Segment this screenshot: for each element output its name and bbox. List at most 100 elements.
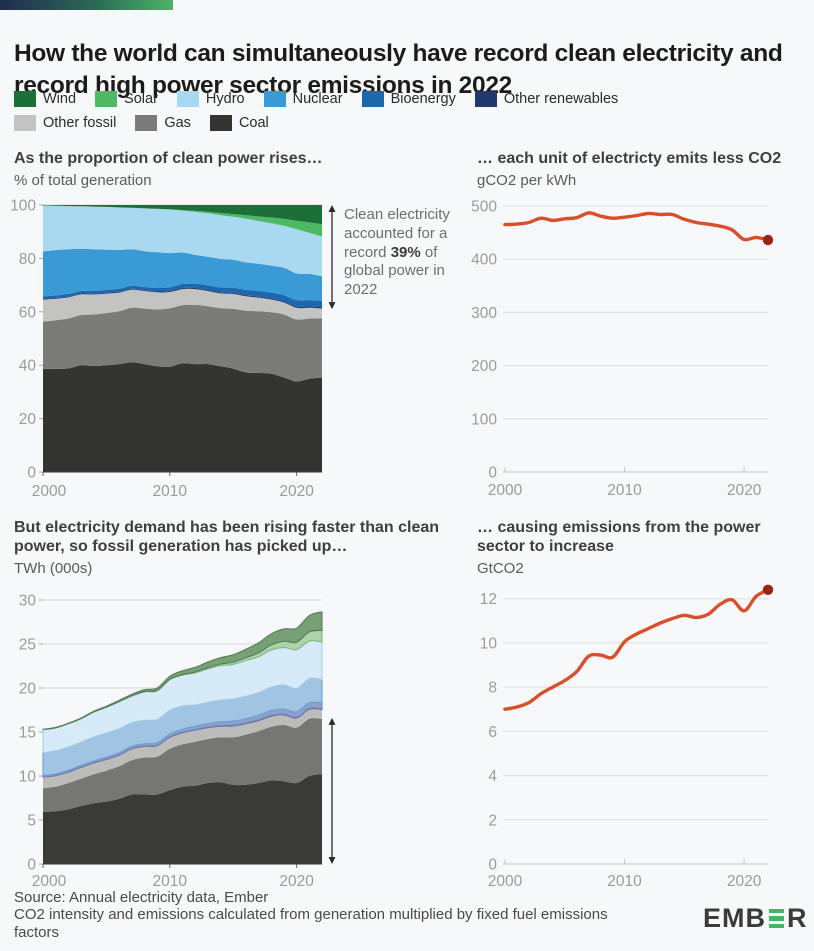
y-tick-label: 400 <box>471 252 497 269</box>
x-tick-label: 2020 <box>727 482 762 499</box>
arrow-head-down-icon <box>328 302 336 310</box>
legend-label: Other renewables <box>503 91 619 107</box>
area-solar <box>43 205 322 237</box>
legend-item-hydro: Hydro <box>176 91 245 107</box>
area-nuclear <box>43 248 322 301</box>
legend-row-1: Wind Solar Hydro Nuclear Bioenergy Other rene… <box>14 91 618 107</box>
line-emissions <box>503 588 770 711</box>
legend-swatch-solar <box>95 91 118 107</box>
x-tick-label: 2000 <box>32 483 67 500</box>
area-wind <box>43 205 322 225</box>
area-coal <box>43 774 322 864</box>
chart-clean-share-header: As the proportion of clean power rises… … <box>14 149 434 189</box>
source-line: Source: Annual electricity data, Ember <box>14 889 269 906</box>
area-gas <box>43 304 322 382</box>
legend-label: Nuclear <box>292 91 343 107</box>
y-tick-label: 5 <box>27 813 36 830</box>
x-tick-label: 2000 <box>488 482 523 499</box>
chart-generation-title: But electricity demand has been rising f… <box>14 519 440 556</box>
chart-emissions-title: … causing emissions from the power secto… <box>477 519 761 556</box>
legend-label: Solar <box>124 91 158 107</box>
y-tick-label: 20 <box>19 681 37 698</box>
x-tick-label: 2020 <box>727 873 762 890</box>
legend-item-other-renewables: Other renewables <box>474 91 619 107</box>
x-tick-label: 2000 <box>488 873 523 890</box>
clean-share-chart: 0 20 40 60 80 100 2000 2010 2020 <box>10 198 336 500</box>
y-tick-label: 500 <box>471 199 497 216</box>
source-note: Source: Annual electricity data, Ember C… <box>14 889 642 941</box>
y-tick-label: 25 <box>19 637 36 654</box>
area-hydro <box>43 205 322 277</box>
legend-swatch-wind <box>14 91 36 107</box>
y-tick-label: 300 <box>471 305 497 322</box>
y-tick-label: 60 <box>19 304 37 321</box>
y-tick-label: 12 <box>480 591 497 608</box>
page-title: How the world can simultaneously have re… <box>14 40 783 99</box>
legend-label: Hydro <box>205 91 245 107</box>
chart-carbon-intensity-subtitle: gCO2 per kWh <box>477 172 577 190</box>
legend-swatch-bioenergy <box>361 91 384 107</box>
y-tick-label: 4 <box>488 768 497 785</box>
y-tick-label: 0 <box>488 857 497 874</box>
arrow-head-up-icon <box>328 717 336 725</box>
area-bioenergy <box>43 283 322 308</box>
x-tick-label: 2000 <box>32 873 67 890</box>
chart-carbon-intensity-title: … each unit of electricty emits less CO2 <box>477 150 782 167</box>
chart-generation-header: But electricity demand has been rising f… <box>14 518 450 577</box>
carbon-intensity-chart: 0 100 200 300 400 500 2000 2010 2020 <box>471 199 774 499</box>
annotation-text-post: of global power in 2022 <box>344 243 445 299</box>
y-tick-label: 100 <box>10 198 36 215</box>
y-tick-label: 0 <box>27 465 36 482</box>
y-tick-label: 200 <box>471 358 497 375</box>
line-end-dot <box>762 584 774 595</box>
ember-logo-text-emb: EMB <box>703 903 766 933</box>
x-tick-label: 2010 <box>153 483 188 500</box>
legend-swatch-nuclear <box>263 91 286 107</box>
legend-label: Other fossil <box>43 115 117 131</box>
chart-emissions-header: … causing emissions from the power secto… <box>477 518 787 577</box>
area-other-fossil <box>43 288 322 322</box>
legend-item-solar: Solar <box>95 91 158 107</box>
logo-bar <box>769 908 784 914</box>
clean-share-annotation: Clean electricity accounted for a record… <box>344 206 462 300</box>
y-tick-label: 8 <box>488 680 497 697</box>
ember-logo: EMB R <box>703 905 808 932</box>
legend-swatch-gas <box>135 115 158 131</box>
area-gas <box>43 718 322 813</box>
area-other-fossil <box>43 708 322 789</box>
chart-generation-subtitle: TWh (000s) <box>14 560 93 578</box>
x-tick-label: 2010 <box>607 482 642 499</box>
area-wind <box>42 611 323 731</box>
x-tick-label: 2020 <box>279 483 314 500</box>
logo-bar <box>769 923 784 929</box>
legend-item-gas: Gas <box>135 115 191 131</box>
annotation-text-bold: 39% <box>390 243 421 261</box>
line-carbon-intensity <box>503 211 770 242</box>
x-tick-label: 2020 <box>279 873 314 890</box>
legend-label: Bioenergy <box>390 91 456 107</box>
emissions-chart: 0 2 4 6 8 10 12 2000 2010 2020 <box>480 584 774 890</box>
legend-label: Gas <box>164 115 191 131</box>
arrow-head-down-icon <box>328 857 336 864</box>
y-tick-label: 30 <box>19 593 37 610</box>
legend-item-wind: Wind <box>14 91 76 107</box>
legend-label: Wind <box>43 91 77 107</box>
y-tick-label: 100 <box>471 411 497 428</box>
legend-swatch-coal <box>209 115 232 131</box>
ember-logo-e-icon <box>769 908 784 929</box>
legend: Wind Solar Hydro Nuclear Bioenergy Other rene… <box>14 91 618 131</box>
legend-item-bioenergy: Bioenergy <box>361 91 456 107</box>
legend-swatch-other-fossil <box>14 115 36 131</box>
y-tick-label: 6 <box>488 724 497 741</box>
logo-bar <box>769 916 784 921</box>
y-tick-label: 0 <box>27 857 36 874</box>
arrow-head-up-icon <box>328 205 336 212</box>
legend-swatch-other-renewables <box>474 91 497 107</box>
methodology-line: CO2 intensity and emissions calculated f… <box>14 906 608 941</box>
y-tick-label: 10 <box>480 635 498 652</box>
y-tick-label: 20 <box>19 411 37 428</box>
chart-clean-share-title: As the proportion of clean power rises… <box>14 150 323 167</box>
area-other-renewables <box>43 287 322 309</box>
y-tick-label: 10 <box>19 769 37 786</box>
